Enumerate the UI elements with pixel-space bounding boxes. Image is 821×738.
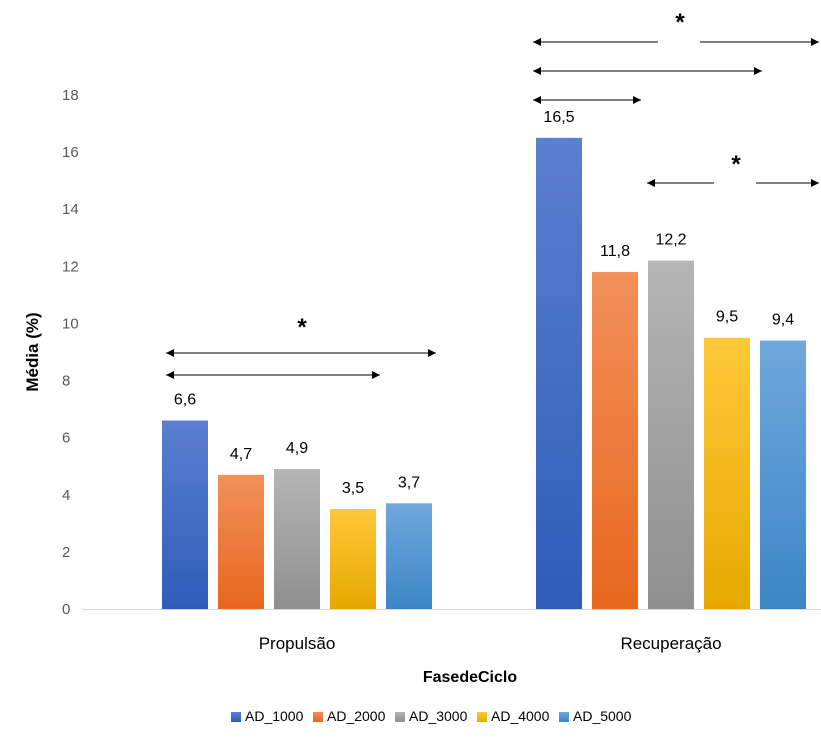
arrow-head-left [166, 371, 174, 379]
bar-ad_4000 [330, 509, 376, 609]
significance-arrow [533, 67, 762, 75]
arrow-head-left [533, 38, 541, 46]
y-tick-label: 16 [62, 144, 79, 161]
y-tick-label: 4 [62, 487, 70, 504]
y-tick-label: 2 [62, 544, 70, 561]
bar-value-label: 4,9 [286, 440, 308, 457]
bar-ad_1000 [162, 420, 208, 609]
bar-value-label: 9,5 [716, 309, 738, 326]
x-axis-title: FasedeCiclo [423, 669, 517, 686]
significance-arrow [533, 38, 819, 46]
bar-ad_5000 [386, 503, 432, 609]
significance-arrow [166, 371, 380, 379]
legend: AD_1000 AD_2000 AD_3000 AD_4000 AD_5000 [231, 708, 632, 724]
bar-ad_1000 [536, 137, 582, 610]
legend-label-ad_3000: AD_3000 [409, 708, 468, 724]
y-tick-label: 8 [62, 373, 70, 390]
significance-star: * [731, 151, 741, 178]
arrow-head-left [647, 179, 655, 187]
bar-value-label: 12,2 [655, 232, 686, 249]
arrow-head-left [533, 96, 541, 104]
bar-value-label: 9,4 [772, 312, 794, 329]
significance-arrow [533, 96, 641, 104]
y-tick-label: 14 [62, 201, 79, 218]
legend-label-ad_4000: AD_4000 [491, 708, 550, 724]
bar-value-labels: 6,6 4,7 4,9 3,5 3,7 16,5 11,8 12,2 9,5 9,4 [174, 109, 794, 497]
significance-star: * [675, 9, 685, 36]
bar-ad_3000 [648, 260, 694, 609]
x-category-labels: Propulsão Recuperação [259, 634, 722, 653]
bar-ad_5000 [760, 340, 806, 609]
bar-value-label: 4,7 [230, 446, 252, 463]
bar-value-label: 3,7 [398, 474, 420, 491]
significance-brackets: * * * [166, 9, 819, 379]
legend-label-ad_1000: AD_1000 [245, 708, 304, 724]
arrow-head-right [811, 179, 819, 187]
arrow-head-left [166, 349, 174, 357]
arrow-head-right [428, 349, 436, 357]
bar-value-label: 16,5 [543, 109, 574, 126]
legend-swatch-ad_4000 [477, 712, 487, 722]
bars [162, 137, 806, 610]
bar-value-label: 6,6 [174, 392, 196, 409]
legend-swatch-ad_2000 [313, 712, 323, 722]
y-axis-ticks: 0 2 4 6 8 10 12 14 16 18 [62, 87, 79, 618]
bar-value-label: 3,5 [342, 480, 364, 497]
significance-arrow [647, 179, 819, 187]
y-tick-label: 10 [62, 315, 79, 332]
significance-arrow [166, 349, 436, 357]
y-tick-label: 12 [62, 258, 79, 275]
significance-star: * [297, 314, 307, 341]
arrow-head-right [811, 38, 819, 46]
bar-value-label: 11,8 [600, 243, 630, 260]
legend-swatch-ad_5000 [559, 712, 569, 722]
y-tick-label: 18 [62, 87, 79, 104]
y-tick-label: 6 [62, 430, 70, 447]
x-category-label: Recuperação [620, 634, 721, 653]
y-tick-label: 0 [62, 601, 70, 618]
legend-swatch-ad_3000 [395, 712, 405, 722]
x-category-label: Propulsão [259, 634, 336, 653]
bar-ad_2000 [218, 474, 264, 609]
bar-ad_2000 [592, 272, 638, 609]
arrow-head-right [633, 96, 641, 104]
legend-label-ad_5000: AD_5000 [573, 708, 632, 724]
bar-ad_3000 [274, 469, 320, 609]
arrow-head-right [372, 371, 380, 379]
legend-swatch-ad_1000 [231, 712, 241, 722]
arrow-head-left [533, 67, 541, 75]
legend-label-ad_2000: AD_2000 [327, 708, 386, 724]
bar-ad_4000 [704, 337, 750, 609]
y-axis-title: Média (%) [23, 312, 42, 391]
arrow-head-right [754, 67, 762, 75]
